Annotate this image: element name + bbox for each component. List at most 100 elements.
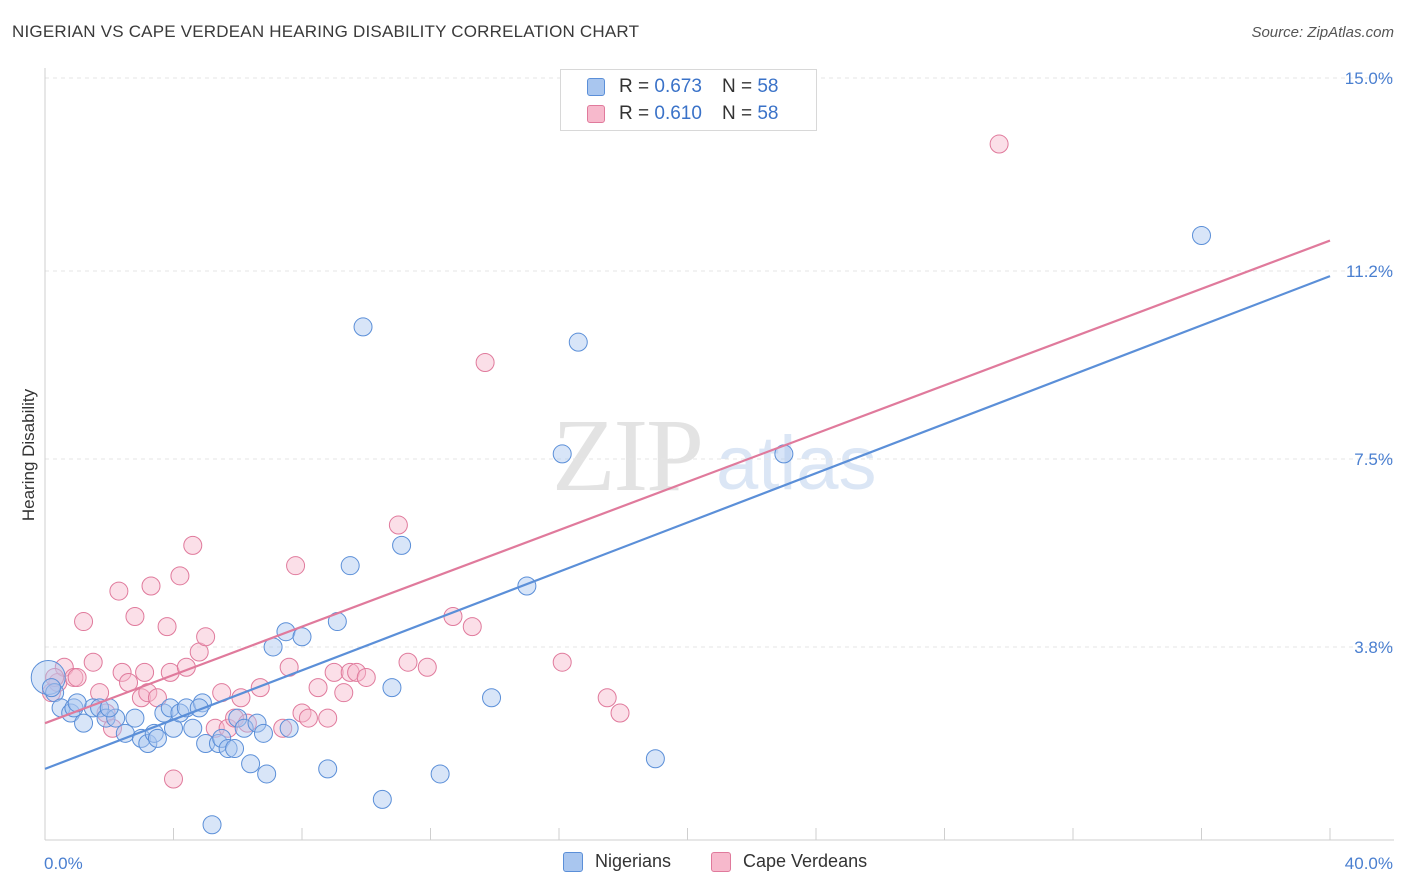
cape-verdeans-point: [388, 515, 408, 535]
x-tick-marks: [173, 828, 1331, 840]
cape-verdeans-point: [610, 703, 630, 723]
correlation-legend: R = 0.673 N = 58 R = 0.610 N = 58: [560, 69, 817, 131]
nigerians-point: [30, 659, 66, 695]
x-tick-label-min: 0.0%: [44, 854, 83, 873]
nigerians-point: [225, 739, 245, 759]
nigerians-point: [1192, 225, 1211, 245]
chart-title: NIGERIAN VS CAPE VERDEAN HEARING DISABIL…: [12, 22, 640, 41]
nigerians-point: [138, 733, 158, 753]
cape-verdeans-point: [237, 713, 257, 733]
legend-n-value-nigerians: 58: [757, 76, 779, 97]
nigerians-point: [645, 749, 665, 769]
cape-verdeans-point: [334, 683, 354, 703]
nigerians-point: [106, 708, 126, 728]
legend-n-label: N =: [721, 76, 753, 97]
watermark-zip: ZIP: [552, 398, 704, 513]
nigerians-point: [292, 627, 312, 647]
nigerians-point: [482, 688, 502, 708]
nigerians-point: [154, 703, 174, 723]
cape-verdeans-point: [141, 576, 161, 596]
cape-verdeans-point: [286, 556, 306, 576]
cape-verdeans-point: [552, 652, 572, 672]
cape-verdeans-point: [462, 617, 482, 637]
y-tick-label: 7.5%: [1354, 450, 1393, 469]
nigerians-point: [228, 708, 248, 728]
legend-swatch-cape-verdeans: [587, 105, 605, 123]
cape-verdeans-point: [45, 667, 65, 687]
cape-verdeans-point: [989, 134, 1009, 154]
legend-n-label: N =: [721, 103, 753, 124]
bottom-legend-nigerians: Nigerians: [563, 851, 671, 872]
cape-verdeans-point: [250, 678, 270, 698]
nigerians-point: [353, 317, 373, 337]
nigerians-point: [234, 718, 254, 738]
source-label: Source: ZipAtlas.com: [1251, 24, 1394, 41]
legend-row-nigerians: R = 0.673 N = 58: [587, 74, 778, 100]
legend-row-cape-verdeans: R = 0.610 N = 58: [587, 101, 778, 127]
legend-r-value-cape-verdeans: 0.610: [654, 103, 702, 124]
cape-verdeans-trend-line: [44, 239, 1331, 725]
cape-verdeans-point: [292, 703, 312, 723]
nigerians-point: [257, 764, 277, 784]
nigerians-point: [218, 739, 238, 759]
legend-swatch-nigerians: [587, 78, 605, 96]
cape-verdeans-point: [597, 688, 617, 708]
y-tick-label: 15.0%: [1345, 69, 1393, 88]
cape-verdeans-point: [398, 652, 418, 672]
cape-verdeans-point: [83, 652, 103, 672]
cape-verdeans-point: [54, 657, 74, 677]
cape-verdeans-point: [417, 657, 437, 677]
nigerians-point: [74, 713, 94, 733]
nigerians-point: [392, 535, 412, 555]
y-tick-label: 3.8%: [1354, 638, 1393, 657]
cape-verdeans-point: [135, 662, 155, 682]
cape-verdeans-point: [157, 617, 177, 637]
nigerians-point: [125, 708, 145, 728]
cape-verdeans-point: [67, 667, 87, 687]
cape-verdeans-point: [218, 718, 238, 738]
nigerians-point: [430, 764, 450, 784]
legend-r-label: R =: [619, 103, 650, 124]
cape-verdeans-point: [318, 708, 338, 728]
nigerians-point: [183, 718, 203, 738]
nigerians-point: [340, 556, 360, 576]
legend-n-value-cape-verdeans: 58: [757, 103, 779, 124]
cape-verdeans-point: [112, 662, 132, 682]
cape-verdeans-point: [131, 688, 151, 708]
cape-verdeans-point: [308, 678, 328, 698]
nigerians-point: [568, 332, 588, 352]
bottom-legend-swatch-cape-verdeans: [711, 851, 731, 872]
bottom-legend-label-nigerians: Nigerians: [595, 851, 672, 871]
cape-verdeans-point: [170, 566, 190, 586]
legend-r-value-nigerians: 0.673: [654, 76, 702, 97]
nigerians-point: [212, 728, 232, 748]
cape-verdeans-point: [164, 769, 183, 789]
nigerians-point: [318, 759, 338, 779]
nigerians-point: [160, 698, 180, 718]
cape-verdeans-point: [109, 581, 129, 601]
nigerians-point: [147, 728, 167, 748]
nigerians-point: [202, 815, 222, 835]
nigerians-point: [372, 789, 392, 809]
cape-verdeans-point: [102, 718, 122, 738]
y-axis-label: Hearing Disability: [19, 388, 38, 521]
nigerians-point: [552, 444, 572, 464]
bottom-legend-cape-verdeans: Cape Verdeans: [711, 851, 867, 872]
nigerians-point: [247, 713, 267, 733]
watermark-atlas: atlas: [716, 421, 877, 506]
axes: [44, 68, 1394, 841]
y-tick-label: 11.2%: [1346, 262, 1393, 281]
nigerians-point: [253, 723, 273, 743]
nigerians-point: [241, 754, 261, 774]
legend-r-label: R =: [619, 76, 650, 97]
cape-verdeans-point: [183, 535, 203, 555]
nigerians-point: [382, 678, 402, 698]
x-tick-label-max: 40.0%: [1345, 854, 1393, 873]
data-points: [30, 98, 1211, 835]
y-tick-labels: 3.8% 7.5% 11.2% 15.0%: [1345, 69, 1393, 657]
cape-verdeans-point: [324, 662, 344, 682]
bottom-legend-swatch-nigerians: [563, 851, 583, 872]
cape-verdeans-point: [125, 606, 145, 626]
grid-lines: [45, 77, 1394, 648]
